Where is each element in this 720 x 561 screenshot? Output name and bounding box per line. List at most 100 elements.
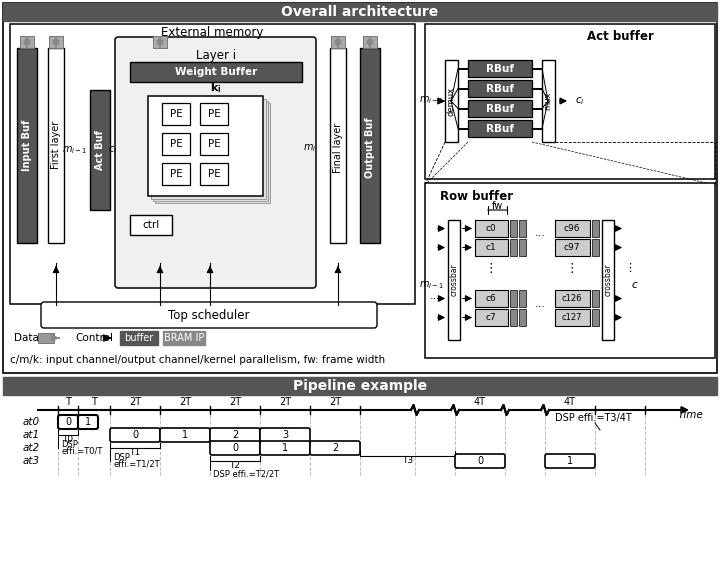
Text: 4T: 4T: [564, 397, 576, 407]
Bar: [592, 309, 599, 326]
Text: effi.=T1/2T: effi.=T1/2T: [113, 459, 160, 468]
FancyBboxPatch shape: [58, 415, 78, 429]
Bar: [519, 220, 526, 237]
Text: 1: 1: [182, 430, 188, 440]
Text: DSP effi.=T3/4T: DSP effi.=T3/4T: [555, 413, 631, 423]
Bar: [90, 90, 110, 210]
Text: T0: T0: [63, 435, 73, 444]
Bar: [3, 3, 717, 373]
Bar: [468, 100, 532, 117]
Text: PE: PE: [170, 139, 182, 149]
Text: c126: c126: [562, 294, 582, 303]
Text: T: T: [65, 397, 71, 407]
Text: DSP effi.=T2/2T: DSP effi.=T2/2T: [213, 470, 279, 479]
Text: crossbar: crossbar: [603, 264, 613, 296]
Bar: [448, 220, 460, 340]
Text: Act buffer: Act buffer: [587, 30, 654, 43]
Text: $\mathbf{k_i}$: $\mathbf{k_i}$: [210, 81, 222, 95]
Text: RBuf: RBuf: [486, 123, 514, 134]
Bar: [592, 239, 599, 256]
Bar: [510, 220, 517, 237]
Text: ...: ...: [430, 291, 441, 301]
Bar: [330, 48, 346, 243]
Text: at3: at3: [23, 456, 40, 466]
Bar: [130, 215, 172, 235]
Bar: [162, 163, 190, 185]
Bar: [519, 290, 526, 307]
Text: RBuf: RBuf: [486, 84, 514, 94]
Text: 4T: 4T: [474, 397, 486, 407]
Bar: [162, 103, 190, 125]
Text: buffer: buffer: [125, 333, 153, 343]
Text: 0: 0: [132, 430, 138, 440]
Text: 2: 2: [332, 443, 338, 453]
FancyBboxPatch shape: [41, 302, 377, 328]
Text: First layer: First layer: [51, 121, 61, 169]
Text: RBuf: RBuf: [486, 63, 514, 73]
Bar: [151, 99, 266, 199]
Bar: [475, 309, 508, 326]
FancyBboxPatch shape: [260, 441, 310, 455]
Text: $m_{i-1}$: $m_{i-1}$: [63, 144, 88, 156]
Text: RBuf: RBuf: [486, 103, 514, 113]
Text: ⋮: ⋮: [566, 261, 578, 274]
Text: c7: c7: [485, 313, 496, 322]
Text: PE: PE: [170, 169, 182, 179]
Bar: [162, 133, 190, 155]
Bar: [468, 60, 532, 77]
Bar: [555, 309, 590, 326]
Text: at1: at1: [23, 430, 40, 440]
FancyBboxPatch shape: [210, 428, 260, 442]
Text: $c_i$: $c_i$: [575, 95, 585, 107]
Text: Time: Time: [678, 410, 703, 420]
Text: DSP: DSP: [61, 439, 78, 448]
Bar: [331, 36, 345, 48]
Bar: [163, 331, 205, 345]
Text: c96: c96: [564, 224, 580, 233]
Bar: [519, 239, 526, 256]
Bar: [155, 103, 270, 203]
Text: Top scheduler: Top scheduler: [168, 309, 250, 321]
Bar: [38, 333, 54, 343]
Text: Layer i: Layer i: [196, 48, 236, 62]
FancyBboxPatch shape: [455, 454, 505, 468]
Text: $m_i$: $m_i$: [303, 142, 317, 154]
Bar: [542, 60, 555, 142]
Text: crossbar: crossbar: [449, 264, 459, 296]
Bar: [468, 120, 532, 137]
FancyBboxPatch shape: [110, 428, 160, 442]
Text: mux: mux: [544, 92, 552, 111]
Text: Weight Buffer: Weight Buffer: [175, 67, 257, 77]
Text: T3: T3: [402, 456, 413, 465]
FancyBboxPatch shape: [260, 428, 310, 442]
Text: Output Buf: Output Buf: [365, 118, 375, 178]
Text: BRAM IP: BRAM IP: [164, 333, 204, 343]
Text: PE: PE: [207, 109, 220, 119]
Bar: [120, 331, 158, 345]
Text: 2T: 2T: [229, 397, 241, 407]
Text: c0: c0: [485, 224, 496, 233]
FancyBboxPatch shape: [78, 415, 98, 429]
Text: 2T: 2T: [329, 397, 341, 407]
Bar: [425, 24, 715, 179]
Text: 2: 2: [232, 430, 238, 440]
Text: 1: 1: [282, 443, 288, 453]
Bar: [510, 309, 517, 326]
Text: c6: c6: [485, 294, 496, 303]
Text: 2T: 2T: [179, 397, 191, 407]
Text: T2: T2: [230, 461, 240, 470]
Bar: [475, 239, 508, 256]
Text: $c_i$: $c_i$: [109, 144, 117, 156]
Bar: [360, 48, 380, 243]
Text: Pipeline example: Pipeline example: [293, 379, 427, 393]
Text: 0: 0: [232, 443, 238, 453]
Bar: [10, 24, 415, 304]
FancyBboxPatch shape: [210, 441, 260, 455]
Text: ⋮: ⋮: [485, 261, 498, 274]
Bar: [363, 36, 377, 48]
Text: 1: 1: [85, 417, 91, 427]
Text: Data: Data: [14, 333, 39, 343]
Text: Input Buf: Input Buf: [22, 119, 32, 171]
Bar: [130, 62, 302, 82]
Bar: [510, 290, 517, 307]
